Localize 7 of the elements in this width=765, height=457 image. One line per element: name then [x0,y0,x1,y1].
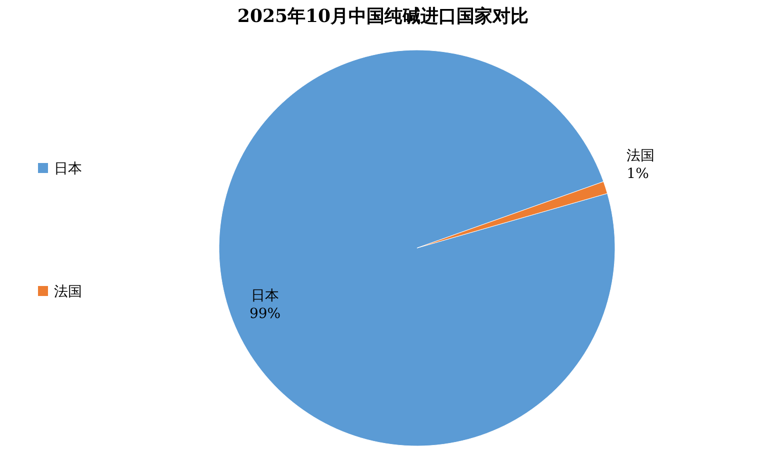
legend-label: 法国 [54,284,82,300]
legend-label: 日本 [54,161,82,177]
slice-label: 日本 [251,288,279,304]
data-label: 1% [626,166,649,182]
chart-title: 2025年10月中国纯碱进口国家对比 [237,6,529,27]
slice-label: 法国 [626,148,655,164]
data-label: 99% [249,306,281,322]
